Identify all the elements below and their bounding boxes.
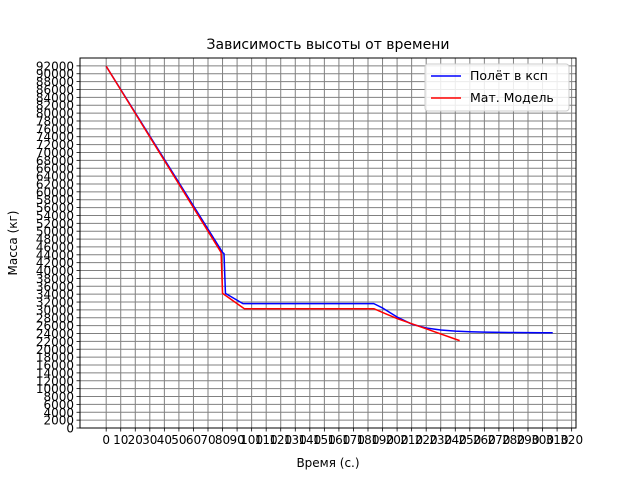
x-tick-label: 120 xyxy=(269,433,292,447)
x-tick-label: 200 xyxy=(386,433,409,447)
y-tick-label: 28000 xyxy=(36,311,74,325)
y-tick-label: 66000 xyxy=(36,162,74,176)
y-tick-label: 68000 xyxy=(36,154,74,168)
legend-label-0: Полёт в ксп xyxy=(470,68,548,83)
x-tick-label: 190 xyxy=(371,433,394,447)
y-tick-label: 24000 xyxy=(36,327,74,341)
y-tick-label: 70000 xyxy=(36,146,74,160)
y-tick-label: 46000 xyxy=(36,240,74,254)
x-tick-label: 30 xyxy=(142,433,157,447)
x-tick-label: 230 xyxy=(429,433,452,447)
x-tick-label: 280 xyxy=(502,433,525,447)
y-tick-label: 12000 xyxy=(36,374,74,388)
y-tick-label: 88000 xyxy=(36,75,74,89)
y-tick-label: 78000 xyxy=(36,114,74,128)
x-tick-label: 10 xyxy=(113,433,128,447)
y-tick-label: 48000 xyxy=(36,233,74,247)
x-tick-label: 310 xyxy=(546,433,569,447)
x-tick-label: 0 xyxy=(102,433,110,447)
y-tick-label: 0 xyxy=(66,422,74,436)
x-tick-label: 320 xyxy=(560,433,583,447)
y-tick-label: 80000 xyxy=(36,107,74,121)
y-tick-label: 84000 xyxy=(36,91,74,105)
y-axis-title: Масса (кг) xyxy=(6,211,20,276)
x-tick-label: 160 xyxy=(327,433,350,447)
x-axis-title: Время (с.) xyxy=(296,456,359,470)
x-tick-label: 100 xyxy=(240,433,263,447)
x-axis-ticks: 0 10 20 30 40 50 60 70 80 90100110120130140150160… xyxy=(102,428,583,447)
y-axis-ticks: 0200040006000800010000120001400016000180… xyxy=(36,59,80,436)
y-tick-label: 10000 xyxy=(36,382,74,396)
x-tick-label: 130 xyxy=(284,433,307,447)
x-tick-label: 300 xyxy=(531,433,554,447)
y-tick-label: 62000 xyxy=(36,177,74,191)
x-tick-label: 260 xyxy=(473,433,496,447)
y-tick-label: 6000 xyxy=(43,398,74,412)
y-tick-label: 16000 xyxy=(36,359,74,373)
x-tick-label: 50 xyxy=(171,433,186,447)
series-lines xyxy=(105,65,553,342)
y-tick-label: 42000 xyxy=(36,256,74,270)
y-tick-label: 82000 xyxy=(36,99,74,113)
x-tick-label: 220 xyxy=(415,433,438,447)
x-tick-label: 150 xyxy=(313,433,336,447)
y-tick-label: 64000 xyxy=(36,170,74,184)
y-tick-label: 92000 xyxy=(36,59,74,73)
y-tick-label: 30000 xyxy=(36,303,74,317)
y-tick-label: 36000 xyxy=(36,280,74,294)
y-tick-label: 44000 xyxy=(36,248,74,262)
plot-background xyxy=(80,58,576,428)
y-tick-label: 32000 xyxy=(36,296,74,310)
y-tick-label: 40000 xyxy=(36,264,74,278)
y-tick-label: 22000 xyxy=(36,335,74,349)
legend-label-1: Мат. Модель xyxy=(470,90,554,105)
x-tick-label: 20 xyxy=(128,433,143,447)
x-tick-label: 290 xyxy=(517,433,540,447)
y-tick-label: 54000 xyxy=(36,209,74,223)
y-tick-label: 26000 xyxy=(36,319,74,333)
y-tick-label: 50000 xyxy=(36,225,74,239)
y-tick-label: 72000 xyxy=(36,138,74,152)
y-tick-label: 4000 xyxy=(43,406,74,420)
x-tick-label: 140 xyxy=(298,433,321,447)
x-tick-label: 110 xyxy=(255,433,278,447)
y-tick-label: 2000 xyxy=(43,414,74,428)
x-tick-label: 60 xyxy=(186,433,201,447)
y-tick-label: 14000 xyxy=(36,366,74,380)
x-tick-label: 90 xyxy=(229,433,244,447)
y-tick-label: 34000 xyxy=(36,288,74,302)
x-tick-label: 240 xyxy=(444,433,467,447)
x-tick-label: 80 xyxy=(215,433,230,447)
y-tick-label: 18000 xyxy=(36,351,74,365)
series-line-1 xyxy=(105,65,460,342)
x-tick-label: 210 xyxy=(400,433,423,447)
x-tick-label: 40 xyxy=(157,433,172,447)
y-tick-label: 8000 xyxy=(43,390,74,404)
y-tick-label: 56000 xyxy=(36,201,74,215)
y-tick-label: 52000 xyxy=(36,217,74,231)
grid xyxy=(80,58,576,429)
y-tick-label: 76000 xyxy=(36,122,74,136)
y-tick-label: 20000 xyxy=(36,343,74,357)
y-tick-label: 38000 xyxy=(36,272,74,286)
y-tick-label: 58000 xyxy=(36,193,74,207)
y-tick-label: 74000 xyxy=(36,130,74,144)
x-tick-label: 270 xyxy=(487,433,510,447)
chart-title: Зависимость высоты от времени xyxy=(207,37,450,53)
y-tick-label: 90000 xyxy=(36,67,74,81)
y-tick-label: 60000 xyxy=(36,185,74,199)
y-tick-label: 86000 xyxy=(36,83,74,97)
legend: Полёт в ксп Мат. Модель xyxy=(424,63,570,112)
x-tick-label: 250 xyxy=(458,433,481,447)
x-tick-label: 70 xyxy=(200,433,215,447)
x-tick-label: 170 xyxy=(342,433,365,447)
x-tick-label: 180 xyxy=(357,433,380,447)
plot-frame xyxy=(79,57,577,429)
